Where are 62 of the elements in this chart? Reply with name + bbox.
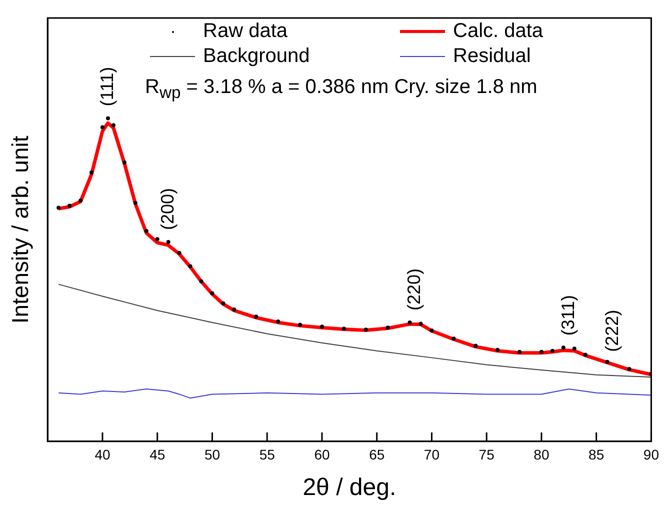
x-tick-label: 70 bbox=[424, 446, 440, 463]
point bbox=[583, 352, 588, 357]
annotation: (220) bbox=[404, 268, 424, 310]
point bbox=[452, 336, 456, 341]
point bbox=[210, 291, 214, 296]
legend-label: Calc. data bbox=[453, 20, 544, 43]
x-tick-label: 40 bbox=[94, 446, 110, 463]
point bbox=[155, 237, 160, 242]
point bbox=[199, 279, 204, 284]
point bbox=[232, 308, 236, 312]
point bbox=[56, 206, 61, 210]
point bbox=[133, 200, 138, 205]
point bbox=[518, 350, 522, 354]
point bbox=[144, 228, 148, 233]
point bbox=[122, 160, 126, 164]
point bbox=[364, 328, 368, 332]
point bbox=[100, 125, 104, 130]
point bbox=[276, 319, 280, 324]
point bbox=[561, 346, 566, 350]
point bbox=[539, 350, 544, 354]
point bbox=[430, 328, 434, 333]
x-axis-title: 2θ / deg. bbox=[302, 474, 396, 502]
legend-label: Residual bbox=[453, 45, 531, 68]
point bbox=[572, 346, 576, 351]
x-tick-label: 55 bbox=[259, 446, 276, 463]
point bbox=[177, 250, 182, 255]
point bbox=[298, 322, 302, 327]
x-tick-label: 50 bbox=[204, 446, 220, 463]
annotation: (111) bbox=[96, 66, 117, 106]
x-tick-label: 65 bbox=[369, 446, 385, 463]
point bbox=[605, 360, 610, 364]
y-axis-title: Intensity / arb. unit bbox=[7, 135, 34, 324]
point bbox=[386, 326, 390, 330]
legend-label: Background bbox=[203, 45, 310, 68]
point bbox=[550, 348, 554, 353]
point bbox=[474, 344, 478, 348]
x-tick-label: 75 bbox=[478, 446, 495, 463]
point bbox=[342, 326, 346, 331]
point bbox=[111, 123, 116, 128]
point bbox=[418, 322, 423, 326]
point bbox=[166, 240, 170, 244]
x-tick-label: 80 bbox=[534, 446, 550, 463]
x-tick-label: 60 bbox=[314, 446, 330, 463]
text: R$_{wp}$ = 3.18 % a = 0.386 nm Cry. size 1.8 nm bbox=[145, 76, 538, 103]
point bbox=[320, 324, 324, 329]
point bbox=[78, 198, 83, 203]
point bbox=[90, 170, 94, 174]
annotation: (222) bbox=[602, 310, 622, 352]
point bbox=[496, 348, 500, 352]
point bbox=[254, 314, 258, 319]
annotation: (200) bbox=[157, 188, 178, 230]
point bbox=[408, 320, 412, 324]
annotation: (311) bbox=[558, 294, 578, 336]
x-tick-label: 85 bbox=[588, 446, 604, 463]
legend-label: Raw data bbox=[203, 20, 288, 43]
point bbox=[627, 367, 632, 371]
x-tick-label: 90 bbox=[643, 446, 660, 463]
point bbox=[221, 301, 226, 306]
x-tick-label: 45 bbox=[150, 446, 166, 463]
point bbox=[188, 264, 192, 268]
point bbox=[68, 204, 72, 208]
point bbox=[106, 116, 110, 120]
